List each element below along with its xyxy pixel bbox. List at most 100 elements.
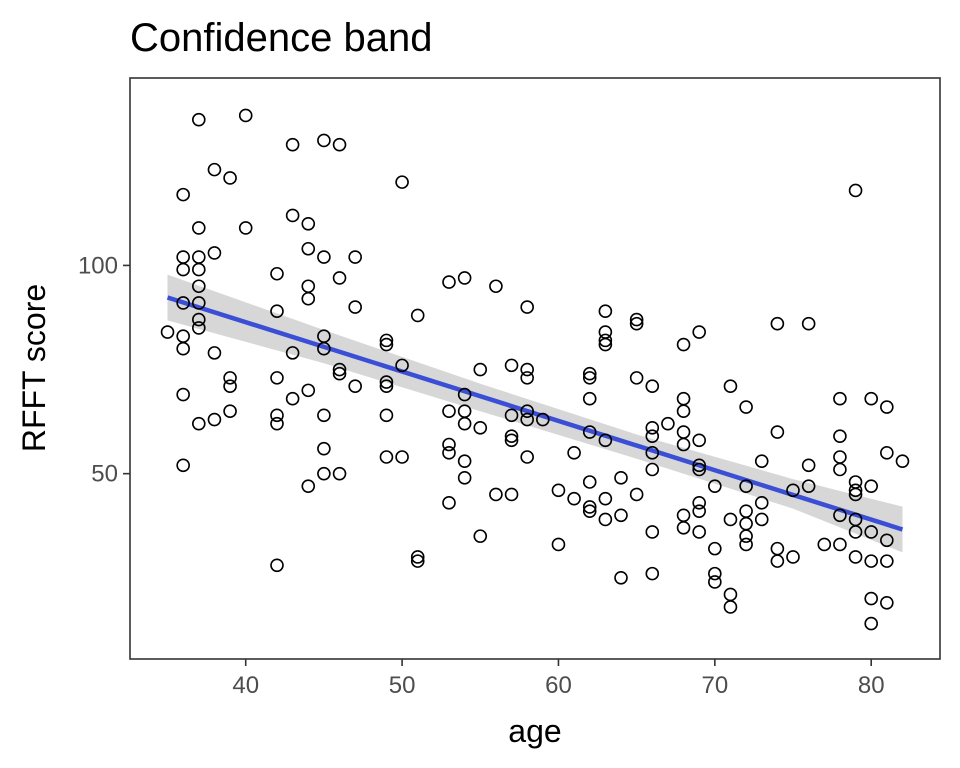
data-point: [410, 550, 425, 564]
data-point: [598, 337, 613, 352]
data-point: [661, 416, 675, 431]
data-point: [504, 433, 519, 448]
data-point: [395, 358, 409, 373]
x-tick-label: 60: [545, 672, 572, 699]
data-point: [457, 416, 472, 431]
data-point: [582, 371, 597, 385]
data-point: [645, 566, 660, 581]
data-point: [285, 346, 300, 360]
data-point: [457, 454, 472, 468]
data-point: [192, 321, 206, 335]
data-point: [708, 479, 722, 493]
data-point: [270, 416, 284, 431]
data-point: [864, 525, 878, 539]
data-point: [285, 208, 300, 223]
data-point: [473, 529, 488, 543]
data-point: [176, 341, 190, 356]
data-point: [598, 491, 613, 506]
data-point: [473, 362, 488, 377]
data-point: [520, 412, 534, 427]
data-point: [801, 458, 816, 473]
data-point: [301, 216, 316, 231]
data-point: [770, 541, 785, 556]
data-point: [692, 462, 706, 477]
data-point: [629, 312, 644, 327]
data-point: [723, 600, 738, 614]
data-point: [864, 479, 878, 493]
data-point: [160, 325, 175, 339]
data-point: [520, 300, 534, 314]
data-point: [598, 512, 613, 527]
data-point: [551, 483, 566, 498]
data-point: [348, 379, 362, 394]
data-point: [582, 475, 597, 489]
data-point: [348, 300, 362, 314]
data-point: [520, 450, 534, 464]
data-point: [176, 187, 190, 202]
data-point: [645, 462, 660, 477]
y-axis: 50 100: [78, 252, 130, 488]
data-point: [176, 458, 190, 473]
data-point: [692, 525, 706, 539]
data-point: [629, 487, 644, 502]
data-point: [833, 537, 847, 552]
fit-line-layer: [166, 295, 904, 532]
data-point: [723, 512, 738, 527]
data-point: [285, 391, 300, 406]
data-point: [754, 496, 769, 510]
data-point: [348, 250, 362, 264]
data-point: [739, 516, 753, 531]
data-point: [676, 521, 691, 535]
data-point: [880, 554, 894, 568]
data-point: [332, 466, 347, 481]
data-point: [504, 487, 519, 502]
data-point: [739, 537, 753, 552]
data-point: [833, 508, 847, 523]
points-layer: [160, 108, 910, 631]
data-point: [504, 358, 519, 373]
data-point: [692, 504, 706, 518]
data-point: [645, 429, 660, 443]
data-point: [332, 137, 347, 152]
data-point: [754, 512, 769, 527]
data-point: [176, 262, 190, 277]
data-point: [645, 525, 660, 539]
data-point: [238, 108, 253, 123]
data-point: [833, 450, 847, 464]
data-point: [770, 316, 785, 331]
data-point: [520, 404, 534, 418]
data-point: [864, 391, 878, 406]
data-point: [410, 308, 425, 323]
data-point: [207, 346, 222, 360]
data-point: [332, 271, 347, 285]
data-point: [379, 379, 394, 394]
data-point: [379, 450, 394, 464]
data-point: [614, 508, 628, 523]
data-point: [864, 554, 878, 568]
chart-title: Confidence band: [130, 16, 432, 60]
data-point: [536, 412, 550, 427]
data-point: [332, 362, 347, 377]
data-point: [848, 183, 863, 198]
data-point: [317, 408, 331, 423]
data-point: [457, 387, 472, 402]
data-point: [801, 479, 816, 493]
data-point: [692, 496, 706, 510]
data-point: [270, 266, 284, 281]
data-point: [223, 379, 237, 394]
data-point: [848, 487, 863, 502]
data-point: [270, 558, 284, 573]
data-point: [880, 400, 894, 414]
data-point: [551, 537, 566, 552]
data-point: [192, 296, 206, 310]
data-point: [801, 316, 816, 331]
data-point: [301, 241, 316, 256]
data-point: [223, 171, 237, 185]
data-point: [567, 491, 581, 506]
data-point: [176, 329, 190, 344]
data-point: [692, 458, 706, 473]
data-point: [207, 162, 222, 177]
data-point: [754, 454, 769, 468]
data-point: [582, 504, 597, 518]
data-point: [395, 175, 409, 189]
